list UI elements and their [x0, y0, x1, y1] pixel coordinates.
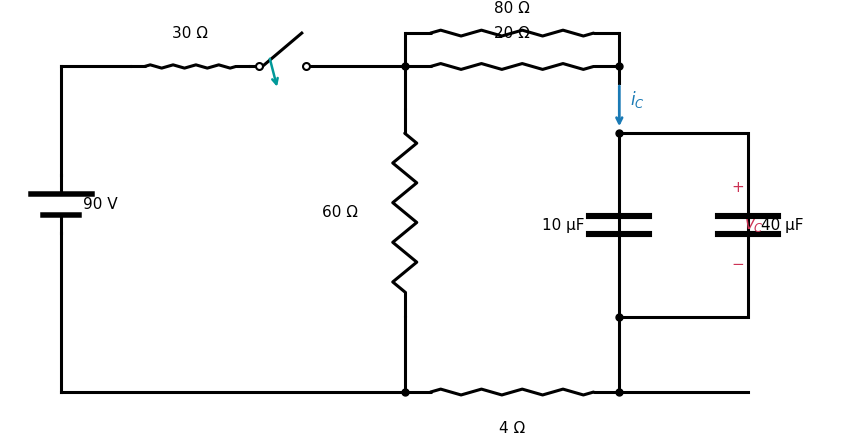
Text: $i_C$: $i_C$ — [629, 89, 644, 110]
Text: 60 Ω: 60 Ω — [321, 205, 357, 220]
Text: 4 Ω: 4 Ω — [499, 421, 525, 436]
Text: $v_C$: $v_C$ — [744, 216, 764, 234]
Text: $-$: $-$ — [731, 255, 744, 270]
Text: 90 V: 90 V — [83, 197, 118, 212]
Text: 40 μF: 40 μF — [761, 218, 803, 233]
Text: 30 Ω: 30 Ω — [172, 26, 208, 41]
Text: 80 Ω: 80 Ω — [494, 1, 530, 16]
Bar — [619, 133, 748, 317]
Text: 10 μF: 10 μF — [542, 218, 585, 233]
Text: +: + — [731, 180, 744, 195]
Text: 20 Ω: 20 Ω — [494, 26, 530, 41]
